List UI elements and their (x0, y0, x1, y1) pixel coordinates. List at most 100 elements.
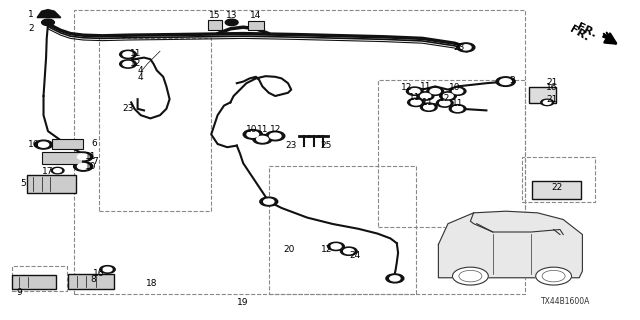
Text: 3: 3 (509, 76, 515, 85)
FancyBboxPatch shape (532, 181, 581, 199)
Polygon shape (438, 211, 582, 278)
Circle shape (461, 45, 471, 50)
Circle shape (386, 274, 404, 283)
Text: 10: 10 (85, 162, 97, 171)
Circle shape (427, 87, 444, 95)
Text: 11: 11 (422, 98, 433, 107)
Text: 21: 21 (546, 78, 557, 87)
Text: 1: 1 (28, 10, 33, 19)
Text: 20: 20 (284, 245, 295, 254)
Text: 12: 12 (269, 125, 281, 134)
Text: 15: 15 (209, 12, 221, 20)
Text: 7: 7 (92, 157, 97, 166)
Bar (208, 20, 222, 30)
Circle shape (436, 99, 453, 107)
Circle shape (406, 87, 423, 95)
Circle shape (331, 244, 341, 249)
Text: 6: 6 (92, 140, 97, 148)
Circle shape (123, 52, 133, 57)
Circle shape (100, 266, 115, 273)
Text: 5: 5 (20, 180, 26, 188)
Circle shape (408, 98, 424, 107)
Text: 8: 8 (90, 275, 95, 284)
Circle shape (264, 199, 274, 204)
FancyBboxPatch shape (68, 274, 114, 289)
Circle shape (54, 169, 61, 172)
Circle shape (269, 133, 281, 139)
Circle shape (457, 43, 475, 52)
Circle shape (225, 19, 238, 26)
FancyBboxPatch shape (12, 275, 56, 289)
Circle shape (417, 92, 434, 100)
Text: 16: 16 (28, 140, 39, 149)
FancyBboxPatch shape (42, 152, 82, 164)
FancyBboxPatch shape (27, 175, 76, 193)
Text: FR.: FR. (575, 21, 598, 39)
Text: TX44B1600A: TX44B1600A (541, 297, 590, 306)
Circle shape (340, 247, 357, 255)
Circle shape (51, 167, 64, 174)
Circle shape (452, 89, 463, 94)
Circle shape (42, 19, 54, 26)
Text: 17: 17 (42, 167, 54, 176)
Circle shape (536, 267, 572, 285)
Text: 13: 13 (226, 12, 237, 20)
Text: 11: 11 (420, 82, 431, 91)
Bar (12, 266, 67, 291)
Text: 19: 19 (237, 298, 249, 307)
Text: 11: 11 (257, 125, 268, 134)
Text: 24: 24 (349, 252, 361, 260)
Circle shape (449, 87, 466, 95)
Circle shape (452, 106, 463, 111)
Bar (522, 157, 595, 202)
Circle shape (443, 93, 453, 99)
Circle shape (266, 131, 285, 141)
Text: 4: 4 (138, 66, 143, 75)
Circle shape (452, 267, 488, 285)
Circle shape (120, 50, 136, 59)
Circle shape (253, 134, 272, 144)
Text: 11: 11 (452, 100, 463, 108)
Circle shape (440, 92, 456, 100)
Text: 16: 16 (546, 83, 557, 92)
Text: 23: 23 (454, 44, 465, 52)
Text: 23: 23 (285, 141, 297, 150)
Bar (269, 166, 416, 294)
Text: 11: 11 (85, 152, 97, 161)
Circle shape (541, 99, 554, 106)
Bar (99, 38, 211, 211)
Circle shape (411, 100, 421, 105)
Circle shape (410, 89, 420, 94)
Text: 18: 18 (146, 279, 157, 288)
FancyBboxPatch shape (529, 87, 556, 103)
Text: 2: 2 (28, 24, 33, 33)
Text: 12: 12 (130, 60, 141, 68)
Circle shape (543, 100, 551, 104)
Circle shape (496, 77, 515, 86)
Circle shape (247, 132, 259, 137)
Text: 16: 16 (93, 269, 105, 278)
Circle shape (500, 79, 511, 84)
Circle shape (77, 164, 89, 169)
Circle shape (420, 103, 437, 111)
Text: 22: 22 (551, 183, 563, 192)
Text: 12: 12 (321, 245, 332, 254)
Circle shape (344, 249, 354, 254)
Bar (248, 21, 264, 30)
Text: 10: 10 (246, 125, 257, 134)
Circle shape (328, 242, 344, 251)
Text: 12: 12 (401, 84, 413, 92)
Text: 21: 21 (546, 95, 557, 104)
Circle shape (449, 105, 466, 113)
Text: 11: 11 (130, 49, 141, 58)
Text: 10: 10 (449, 84, 460, 92)
Circle shape (430, 89, 440, 94)
Circle shape (74, 162, 93, 171)
Circle shape (260, 197, 278, 206)
Circle shape (420, 93, 431, 99)
Circle shape (424, 105, 434, 110)
Circle shape (243, 130, 262, 139)
Circle shape (38, 142, 49, 147)
Text: 9: 9 (17, 288, 22, 297)
Text: 4: 4 (138, 73, 143, 82)
